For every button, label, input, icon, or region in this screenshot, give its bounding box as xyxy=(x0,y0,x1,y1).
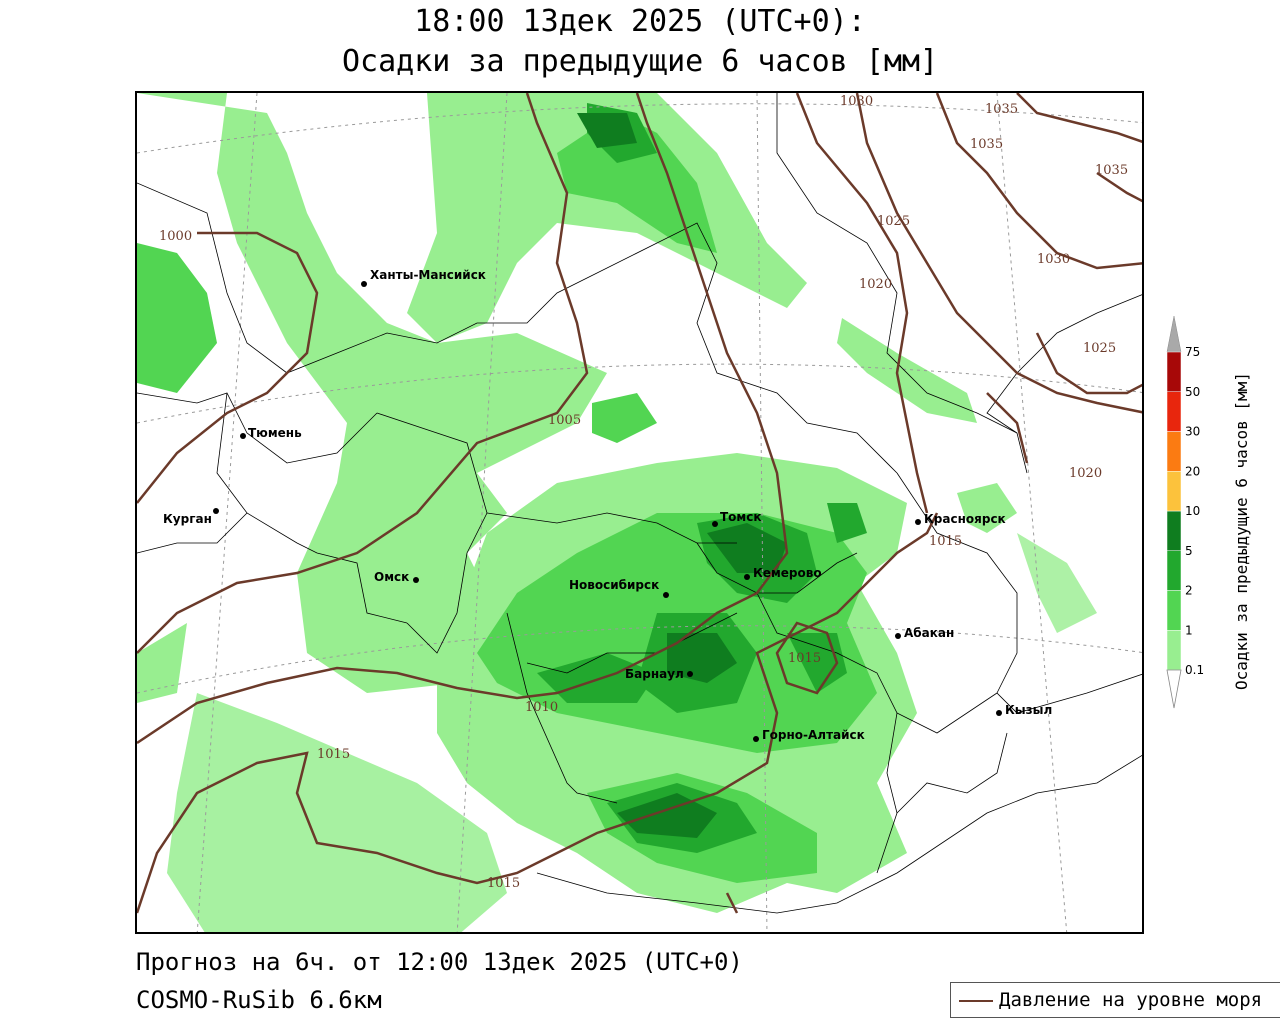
svg-text:Ханты-Мансийск: Ханты-Мансийск xyxy=(370,268,486,282)
city-tyumen[interactable]: Тюмень xyxy=(240,426,302,440)
map-subtitle: Осадки за предыдущие 6 часов [мм] xyxy=(341,44,939,79)
colorbar-band xyxy=(1166,550,1182,591)
colorbar-tick-label: 75 xyxy=(1185,345,1200,359)
colorbar-band xyxy=(1166,431,1182,472)
svg-text:Барнаул: Барнаул xyxy=(625,667,684,681)
isobar-legend-line xyxy=(959,1000,993,1002)
city-barnaul[interactable]: Барнаул xyxy=(625,667,693,681)
svg-text:Новосибирск: Новосибирск xyxy=(569,578,659,592)
region-borders xyxy=(137,93,1142,914)
colorbar-title: Осадки за предыдущие 6 часов [мм] xyxy=(1232,372,1251,690)
isobar-label: 1015 xyxy=(487,876,520,891)
colorbar-band xyxy=(1166,351,1182,392)
precip-very-heavy xyxy=(577,113,787,838)
colorbar-labels: 0.1 1 2 5 10 20 30 50 75 xyxy=(1185,345,1204,677)
isobar-label: 1020 xyxy=(859,277,892,292)
city-novosibirsk[interactable]: Новосибирск xyxy=(569,578,669,598)
colorbar-tick-label: 30 xyxy=(1185,425,1200,439)
colorbar-band xyxy=(1166,590,1182,631)
svg-text:Кызыл: Кызыл xyxy=(1005,703,1052,717)
cities: Ханты-Мансийск Тюмень Курган Омск Новоси… xyxy=(163,268,1052,742)
colorbar-band xyxy=(1166,391,1182,432)
colorbar-band xyxy=(1166,471,1182,512)
svg-text:Курган: Курган xyxy=(163,512,212,526)
city-kemerovo[interactable]: Кемерово xyxy=(744,566,822,580)
svg-text:Омск: Омск xyxy=(374,570,409,584)
colorbar-tick-label: 0.1 xyxy=(1185,663,1204,677)
isobar-labels: 1030 1035 1035 1035 1025 1030 1020 1025 … xyxy=(159,94,1128,891)
isobar-label: 1010 xyxy=(525,700,558,715)
isobar-label: 1035 xyxy=(970,137,1003,152)
city-kurgan[interactable]: Курган xyxy=(163,508,219,526)
city-kyzyl[interactable]: Кызыл xyxy=(996,703,1052,717)
city-omsk[interactable]: Омск xyxy=(374,570,419,584)
isobar-label: 1015 xyxy=(788,651,821,666)
model-name: COSMO-RuSib 6.6км xyxy=(136,986,382,1014)
precipitation-map: 1030 1035 1035 1035 1025 1030 1020 1025 … xyxy=(135,91,1144,934)
isobar-label: 1030 xyxy=(1037,252,1070,267)
pressure-legend: Давление на уровне моря xyxy=(950,982,1280,1018)
map-canvas: 1030 1035 1035 1035 1025 1030 1020 1025 … xyxy=(137,93,1142,932)
isobar-label: 1000 xyxy=(159,229,192,244)
city-abakan[interactable]: Абакан xyxy=(895,626,954,640)
colorbar-tick-label: 10 xyxy=(1185,504,1200,518)
city-krasnoyarsk[interactable]: Красноярск xyxy=(915,512,1006,526)
colorbar-bands xyxy=(1166,351,1182,671)
isobar-label: 1035 xyxy=(1095,163,1128,178)
map-title: 18:00 13дек 2025 (UTC+0): xyxy=(414,4,866,39)
colorbar-band xyxy=(1166,510,1182,551)
colorbar-tick-label: 1 xyxy=(1185,623,1193,637)
isobar-label: 1015 xyxy=(929,534,962,549)
svg-text:Томск: Томск xyxy=(720,510,762,524)
colorbar-under-arrow xyxy=(1166,669,1182,709)
colorbar-tick-label: 5 xyxy=(1185,544,1193,558)
isobar-label: 1005 xyxy=(548,413,581,428)
colorbar-tick-label: 20 xyxy=(1185,464,1200,478)
city-gorno-altaysk[interactable]: Горно-Алтайск xyxy=(753,728,865,742)
isobar-label: 1035 xyxy=(985,102,1018,117)
svg-text:Красноярск: Красноярск xyxy=(924,512,1006,526)
colorbar-over-arrow xyxy=(1166,316,1182,353)
pressure-legend-label: Давление на уровне моря xyxy=(999,989,1263,1011)
precip-colorbar: 0.1 1 2 5 10 20 30 50 75 xyxy=(1166,316,1204,709)
city-tomsk[interactable]: Томск xyxy=(712,510,762,527)
svg-text:Абакан: Абакан xyxy=(904,626,954,640)
isobar-label: 1020 xyxy=(1069,466,1102,481)
svg-text:Горно-Алтайск: Горно-Алтайск xyxy=(762,728,865,742)
isobar-label: 1030 xyxy=(840,94,873,109)
isobar-label: 1025 xyxy=(1083,341,1116,356)
city-khanty-mansiysk[interactable]: Ханты-Мансийск xyxy=(361,268,486,287)
forecast-info: Прогноз на 6ч. от 12:00 13дек 2025 (UTC+… xyxy=(136,948,743,976)
isobar-label: 1025 xyxy=(877,214,910,229)
colorbar-tick-label: 2 xyxy=(1185,584,1193,598)
svg-text:Кемерово: Кемерово xyxy=(753,566,822,580)
isobar-label: 1015 xyxy=(317,747,350,762)
colorbar-band xyxy=(1166,630,1182,671)
isobars xyxy=(137,93,1142,914)
colorbar-tick-label: 50 xyxy=(1185,385,1200,399)
svg-text:Тюмень: Тюмень xyxy=(248,426,302,440)
